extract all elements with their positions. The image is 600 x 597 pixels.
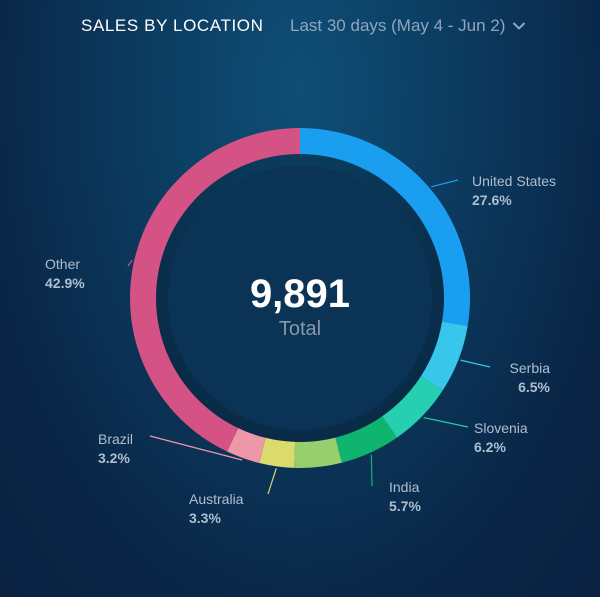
- total-label: Total: [279, 318, 321, 340]
- slice-percent-other: 42.9%: [45, 275, 85, 291]
- donut-hole: [168, 166, 432, 430]
- chart-header: SALES BY LOCATION Last 30 days (May 4 - …: [0, 0, 600, 56]
- leader-line-other: [127, 259, 133, 267]
- leader-line-australia: [267, 468, 277, 495]
- slice-percent-united-states: 27.6%: [472, 192, 512, 208]
- slice-united-states[interactable]: [300, 128, 470, 326]
- slice-brazil[interactable]: [227, 428, 266, 464]
- slice-percent-australia: 3.3%: [189, 510, 221, 526]
- date-range-dropdown[interactable]: Last 30 days (May 4 - Jun 2): [290, 16, 526, 36]
- leader-line-india: [370, 454, 373, 487]
- chevron-down-icon: [513, 22, 526, 30]
- slice-percent-serbia: 6.5%: [518, 379, 550, 395]
- slice-other[interactable]: [130, 128, 300, 452]
- slice-label-australia: Australia: [189, 491, 244, 507]
- slice-india[interactable]: [335, 416, 397, 463]
- donut-slices: [130, 128, 470, 469]
- slice-percent-india: 5.7%: [389, 498, 421, 514]
- date-range-label: Last 30 days (May 4 - Jun 2): [290, 16, 506, 35]
- chart-title: SALES BY LOCATION: [81, 16, 264, 35]
- slice-australia[interactable]: [259, 437, 296, 468]
- slice-label-india: India: [389, 479, 420, 495]
- slice-percent-slovenia: 6.2%: [474, 439, 506, 455]
- slice-label-other: Other: [45, 256, 80, 272]
- slice-percent-brazil: 3.2%: [98, 450, 130, 466]
- leader-line-slovenia: [423, 417, 469, 428]
- leader-line-united-states: [431, 179, 459, 188]
- slice-label-serbia: Serbia: [510, 360, 551, 376]
- leader-line-brazil: [149, 435, 243, 461]
- slice-labels: United States 27.6% Serbia 6.5% Slovenia 6.2%…: [45, 173, 556, 526]
- slice-label-slovenia: Slovenia: [474, 420, 528, 436]
- leader-line-serbia: [460, 359, 491, 368]
- slice-serbia[interactable]: [420, 321, 468, 391]
- total-value: 9,891: [250, 272, 350, 316]
- slice-label-united-states: United States: [472, 173, 556, 189]
- slice-label-brazil: Brazil: [98, 431, 133, 447]
- slice-slovenia[interactable]: [382, 376, 443, 438]
- slice-unlabeled-4[interactable]: [294, 437, 342, 469]
